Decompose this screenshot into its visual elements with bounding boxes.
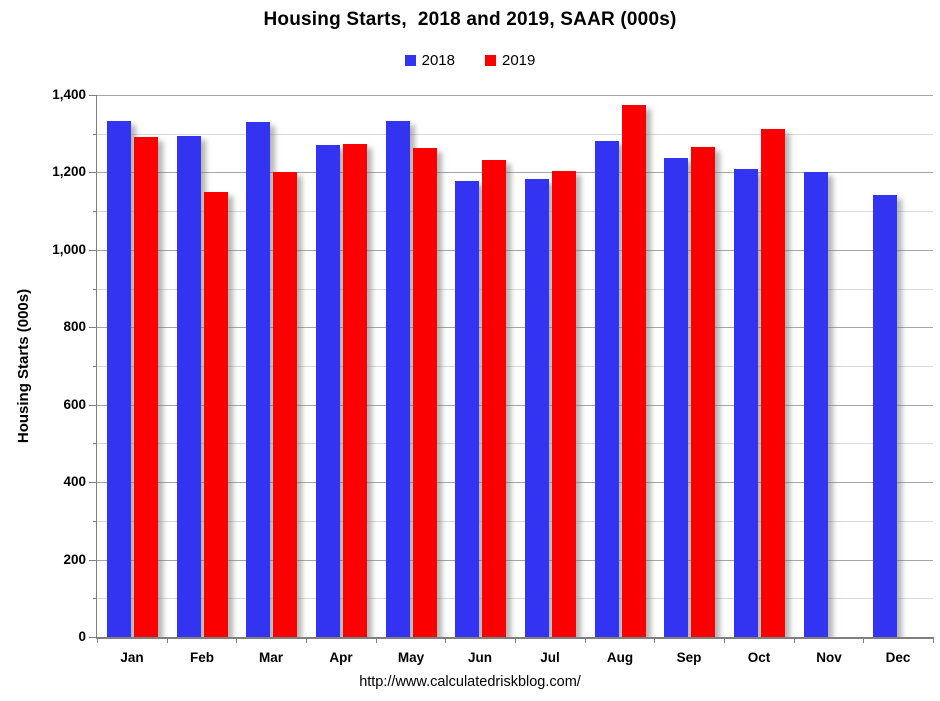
- bar-2018-Dec: [873, 195, 897, 637]
- bar-2019-Oct: [761, 129, 785, 637]
- minor-gridline-1100: [97, 211, 933, 212]
- bar-2019-Jun: [482, 160, 506, 637]
- bar-2019-Jan: [134, 137, 158, 637]
- bar-2019-Aug: [622, 105, 646, 637]
- y-tick-100: [93, 598, 97, 599]
- x-cat-label-Nov: Nov: [816, 650, 842, 665]
- x-tick-2: [236, 637, 237, 643]
- bar-2019-Jul: [552, 171, 576, 637]
- x-axis-line: [95, 637, 934, 639]
- x-cat-label-Mar: Mar: [258, 650, 283, 665]
- major-gridline-1000: [97, 250, 933, 251]
- y-tick-label-1000: 1,000: [52, 242, 86, 257]
- chart-title: Housing Starts, 2018 and 2019, SAAR (000…: [263, 9, 677, 30]
- bar-2019-May: [413, 148, 437, 637]
- x-tick-10: [794, 637, 795, 643]
- legend-label-2018: 2018: [421, 52, 455, 69]
- y-tick-700: [93, 366, 97, 367]
- bar-2018-Sep: [664, 158, 688, 637]
- x-cat-label-Jun: Jun: [467, 650, 492, 665]
- bar-2019-Sep: [691, 147, 715, 637]
- x-tick-1: [167, 637, 168, 643]
- x-cat-label-Oct: Oct: [747, 650, 771, 665]
- y-tick-label-400: 400: [63, 474, 86, 489]
- bar-2018-Aug: [595, 141, 619, 637]
- y-tick-label-1400: 1,400: [52, 87, 86, 102]
- major-gridline-800: [97, 327, 933, 328]
- legend-swatch-2019-icon: [485, 55, 496, 66]
- x-cat-label-Jul: Jul: [540, 650, 560, 665]
- y-tick-1300: [93, 134, 97, 135]
- y-tick-label-600: 600: [63, 397, 86, 412]
- y-tick-1400: [89, 95, 97, 96]
- y-tick-200: [89, 560, 97, 561]
- y-tick-1100: [93, 211, 97, 212]
- major-gridline-200: [97, 560, 933, 561]
- minor-gridline-100: [97, 598, 933, 599]
- major-gridline-1200: [97, 172, 933, 173]
- minor-gridline-1300: [97, 134, 933, 135]
- legend-item-2018: 2018: [404, 52, 455, 69]
- x-cat-label-Sep: Sep: [676, 650, 702, 665]
- x-cat-label-May: May: [397, 650, 425, 665]
- x-tick-11: [863, 637, 864, 643]
- x-tick-8: [654, 637, 655, 643]
- y-tick-600: [89, 405, 97, 406]
- y-tick-1200: [89, 172, 97, 173]
- y-tick-label-800: 800: [63, 319, 86, 334]
- y-tick-label-1200: 1,200: [52, 164, 86, 179]
- x-tick-12: [933, 637, 934, 643]
- major-gridline-600: [97, 405, 933, 406]
- x-tick-6: [515, 637, 516, 643]
- y-tick-0: [89, 637, 97, 638]
- x-tick-9: [724, 637, 725, 643]
- legend-swatch-2018-icon: [404, 55, 416, 66]
- bar-2019-Apr: [343, 144, 367, 637]
- minor-gridline-300: [97, 521, 933, 522]
- bar-2018-Feb: [177, 136, 201, 637]
- x-cat-label-Jan: Jan: [120, 650, 144, 665]
- y-tick-400: [89, 482, 97, 483]
- x-cat-label-Feb: Feb: [189, 650, 214, 665]
- legend-item-2019: 2019: [485, 52, 535, 69]
- bar-2018-Jan: [107, 121, 131, 637]
- y-tick-label-0: 0: [78, 629, 86, 644]
- legend-label-2019: 2019: [502, 52, 536, 69]
- y-tick-900: [93, 289, 97, 290]
- x-tick-5: [445, 637, 446, 643]
- legend: 2018 2019: [0, 52, 940, 69]
- minor-gridline-500: [97, 443, 933, 444]
- minor-gridline-900: [97, 289, 933, 290]
- footer-url: http://www.calculatedriskblog.com/: [359, 674, 581, 690]
- y-tick-300: [93, 521, 97, 522]
- bar-2018-Apr: [316, 145, 340, 637]
- y-tick-500: [93, 443, 97, 444]
- bar-2018-Mar: [246, 122, 270, 637]
- bar-2018-May: [386, 121, 410, 637]
- minor-gridline-700: [97, 366, 933, 367]
- bar-2018-Nov: [804, 172, 828, 637]
- y-tick-1000: [89, 250, 97, 251]
- y-axis-title: Housing Starts (000s): [15, 288, 32, 444]
- bar-2019-Mar: [273, 172, 297, 637]
- y-tick-800: [89, 327, 97, 328]
- x-cat-label-Apr: Apr: [329, 650, 353, 665]
- x-tick-7: [585, 637, 586, 643]
- major-gridline-400: [97, 482, 933, 483]
- x-cat-label-Dec: Dec: [885, 650, 911, 665]
- x-tick-3: [306, 637, 307, 643]
- major-gridline-1400: [97, 95, 933, 96]
- plot-area: [97, 95, 933, 637]
- bar-2018-Jun: [455, 181, 479, 637]
- bar-2018-Jul: [525, 179, 549, 637]
- y-tick-label-200: 200: [63, 552, 86, 567]
- x-tick-0: [97, 637, 98, 643]
- bar-2019-Feb: [204, 192, 228, 637]
- bar-2018-Oct: [734, 169, 758, 637]
- x-tick-4: [376, 637, 377, 643]
- x-cat-label-Aug: Aug: [606, 650, 634, 665]
